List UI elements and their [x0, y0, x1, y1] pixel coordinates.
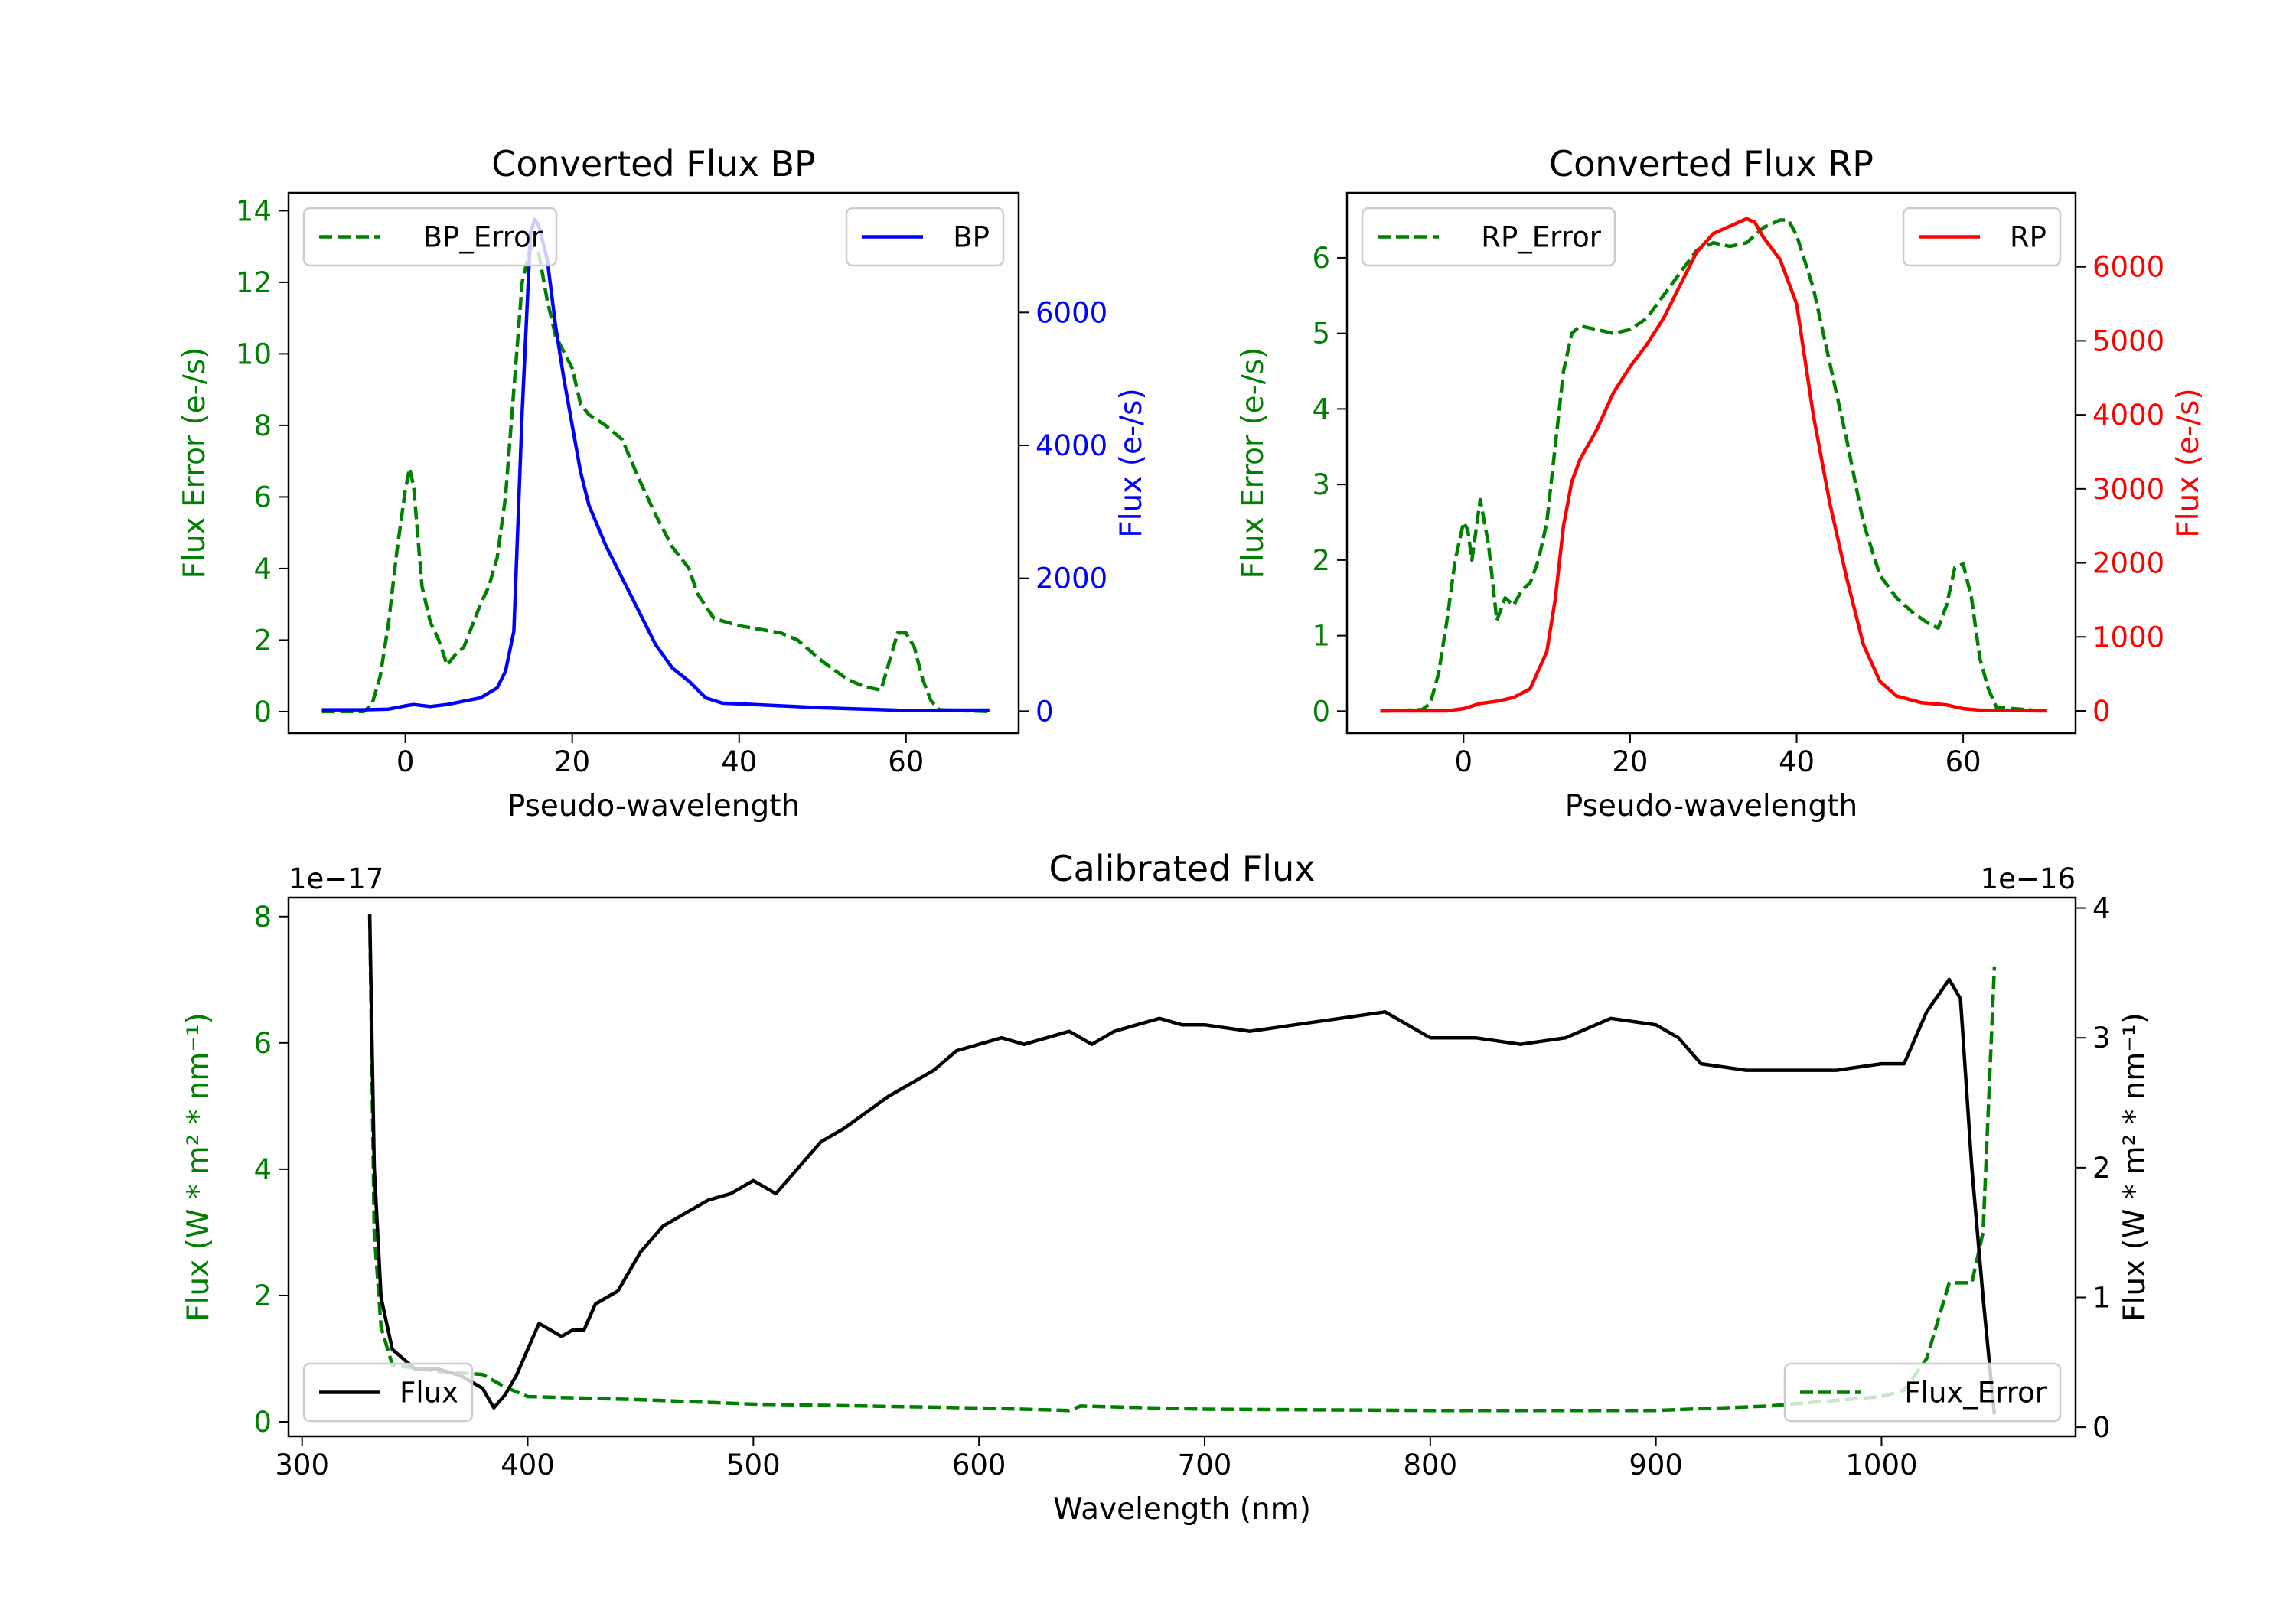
legend-rp: RP [1902, 207, 2062, 267]
y-tick-label-right: 2 [2092, 1152, 2111, 1185]
y-tick-label-left: 6 [253, 481, 272, 513]
series-line-rp [1380, 217, 2047, 713]
x-tick-label: 400 [501, 1449, 555, 1482]
y-tick-label-left: 4 [253, 553, 272, 585]
legend-box [302, 1362, 474, 1423]
x-tick-label: 0 [1455, 745, 1473, 778]
x-tick-label: 60 [888, 745, 924, 778]
offset-label-left: 1e−17 [289, 862, 383, 895]
axes-frame [287, 896, 2077, 1438]
y-tick-label-right: 4000 [1035, 429, 1107, 462]
y-tick-label-right: 3000 [2092, 473, 2164, 506]
x-axis-label: Pseudo-wavelength [1565, 789, 1857, 823]
y-axis-label-right: Flux (W * m² * nm⁻¹) [2118, 1012, 2152, 1322]
x-tick-label: 600 [952, 1449, 1006, 1482]
axes-frame [287, 191, 1020, 735]
x-axis-label: Wavelength (nm) [1053, 1492, 1311, 1527]
y-tick-label-left: 2 [1312, 544, 1330, 577]
y-axis-label-left: Flux Error (e-/s) [178, 347, 212, 579]
y-tick-label-left: 0 [253, 1406, 272, 1439]
x-tick-label: 20 [554, 745, 590, 778]
chart-title: Converted Flux BP [491, 143, 816, 184]
x-tick-label: 300 [275, 1449, 329, 1482]
offset-label-right: 1e−16 [1981, 862, 2076, 895]
y-tick-label-left: 5 [1312, 318, 1330, 350]
y-axis-label-left: Flux Error (e-/s) [1236, 347, 1270, 579]
y-tick-label-left: 6 [1312, 242, 1330, 275]
y-tick-label-left: 3 [1312, 468, 1330, 501]
y-tick-label-right: 5000 [2092, 324, 2164, 357]
legend-box [1902, 207, 2062, 267]
y-tick-label-right: 1000 [2092, 621, 2164, 654]
y-tick-label-right: 4000 [2092, 399, 2164, 432]
y-tick-label-left: 2 [253, 624, 272, 657]
x-axis-label: Pseudo-wavelength [507, 789, 800, 823]
legend-flux: Flux [302, 1362, 474, 1423]
legend-bp_error: BP_Error [302, 207, 558, 267]
y-tick-label-right: 2000 [1035, 562, 1107, 595]
y-tick-label-left: 0 [253, 696, 272, 729]
legend-flux_error: Flux_Error [1783, 1362, 2062, 1423]
chart-title: Calibrated Flux [1049, 848, 1316, 889]
y-tick-label-right: 0 [1035, 695, 1054, 728]
y-axis-label-right: Flux (e-/s) [2171, 388, 2206, 537]
series-line-bp_error [321, 244, 990, 714]
y-tick-label-left: 10 [236, 337, 272, 370]
series-line-flux [367, 914, 1997, 1415]
axes-frame [1345, 191, 2077, 735]
y-tick-label-left: 1 [1312, 620, 1330, 653]
y-tick-label-right: 6000 [2092, 251, 2164, 284]
y-tick-label-left: 6 [253, 1027, 272, 1060]
y-tick-label-right: 0 [2092, 695, 2111, 728]
legend-label: RP [2010, 221, 2047, 254]
x-tick-label: 800 [1403, 1449, 1457, 1482]
y-tick-label-left: 4 [1312, 393, 1330, 425]
series-line-rp_error [1380, 218, 2047, 713]
legend-bp: BP [845, 207, 1005, 267]
y-axis-label-left: Flux (W * m² * nm⁻¹) [181, 1012, 216, 1322]
y-axis-label-right: Flux (e-/s) [1114, 388, 1149, 537]
legend-box [1783, 1362, 2062, 1423]
x-tick-label: 40 [1779, 745, 1815, 778]
y-tick-label-right: 1 [2092, 1281, 2111, 1314]
legend-label: BP [953, 221, 990, 254]
x-tick-label: 700 [1178, 1449, 1232, 1482]
legend-box [1361, 207, 1616, 267]
y-tick-label-left: 14 [236, 194, 272, 227]
legend-label: BP_Error [423, 221, 543, 254]
y-tick-label-right: 0 [2092, 1411, 2111, 1444]
x-tick-label: 20 [1612, 745, 1648, 778]
x-tick-label: 1000 [1845, 1449, 1917, 1482]
series-line-bp [321, 217, 990, 712]
y-tick-label-right: 4 [2092, 892, 2111, 925]
y-tick-label-left: 2 [253, 1279, 272, 1312]
legend-label: RP_Error [1481, 221, 1601, 254]
y-tick-label-left: 12 [236, 266, 272, 299]
y-tick-label-left: 8 [253, 901, 272, 934]
chart-converted-flux-bp: Converted Flux BP0 20 40 60Pseudo-wavelengt… [178, 143, 1149, 823]
legend-box [845, 207, 1005, 267]
legend-box [302, 207, 558, 267]
x-tick-label: 500 [726, 1449, 781, 1482]
x-tick-label: 60 [1945, 745, 1981, 778]
x-tick-label: 40 [721, 745, 757, 778]
y-tick-label-left: 8 [253, 409, 272, 442]
x-tick-label: 0 [396, 745, 415, 778]
y-tick-label-right: 3 [2092, 1022, 2111, 1054]
y-tick-label-left: 4 [253, 1153, 272, 1186]
legend-label: Flux_Error [1904, 1377, 2047, 1410]
y-tick-label-left: 0 [1312, 695, 1330, 728]
x-tick-label: 900 [1629, 1449, 1683, 1482]
legend-label: Flux [400, 1377, 458, 1410]
chart-converted-flux-rp: Converted Flux RP0 20 40 60Pseudo-wavelengt… [1236, 143, 2206, 823]
chart-title: Converted Flux RP [1549, 143, 1874, 184]
legend-rp_error: RP_Error [1361, 207, 1616, 267]
series-line-flux_error [367, 916, 1997, 1413]
y-tick-label-right: 6000 [1035, 296, 1107, 329]
y-tick-label-right: 2000 [2092, 547, 2164, 580]
